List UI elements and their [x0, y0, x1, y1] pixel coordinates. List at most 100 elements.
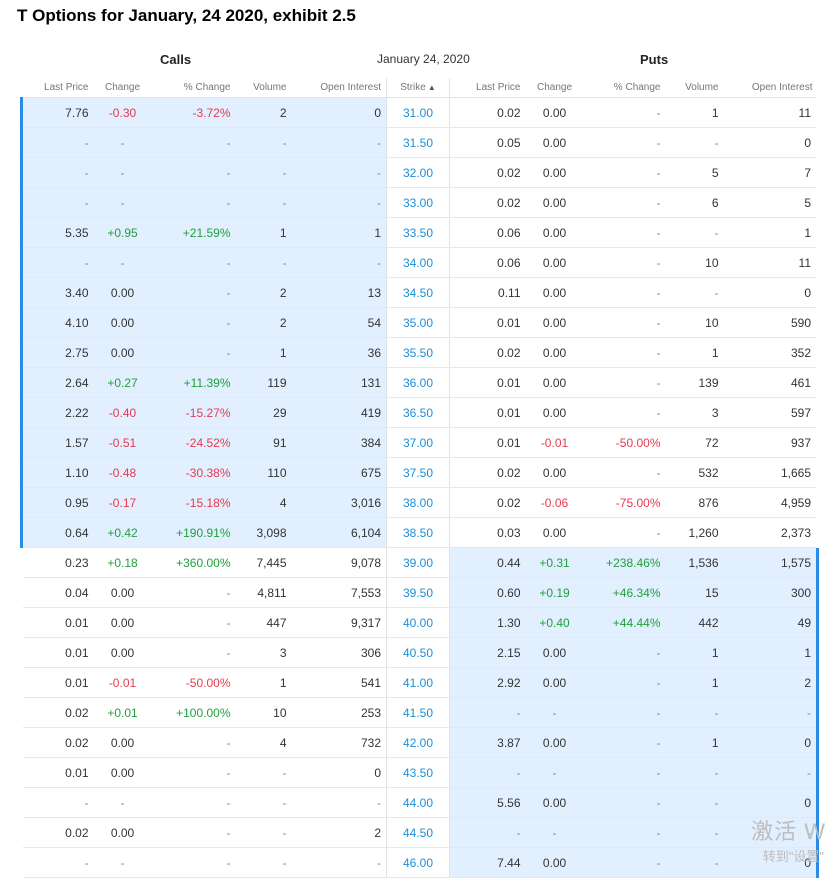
call-last-price[interactable]: 0.64	[20, 517, 94, 548]
put-last-price[interactable]: 7.44	[449, 847, 526, 878]
put-last-price[interactable]: 0.02	[449, 97, 526, 128]
strike-link[interactable]: 31.50	[386, 127, 450, 158]
call-last-price[interactable]: 0.01	[21, 757, 94, 788]
call-last-price[interactable]: 0.02	[21, 697, 94, 728]
strike-link[interactable]: 38.50	[386, 517, 450, 548]
put-volume: -	[665, 847, 724, 878]
call-last-price[interactable]: 1.10	[20, 457, 94, 488]
strike-link[interactable]: 46.00	[386, 847, 450, 878]
put-last-price[interactable]: 2.92	[449, 667, 526, 698]
put-pct-change: -	[583, 397, 666, 428]
put-last-price[interactable]: 2.15	[449, 637, 526, 668]
call-last-price[interactable]: 0.95	[20, 487, 94, 518]
put-last-price[interactable]: 0.44	[449, 547, 526, 578]
call-pct-change: -	[151, 787, 236, 818]
strike-link[interactable]: 36.00	[386, 367, 450, 398]
strike-link[interactable]: 34.00	[386, 247, 450, 278]
strike-link[interactable]: 32.00	[386, 157, 450, 188]
strike-link[interactable]: 44.00	[386, 787, 450, 818]
put-last-price[interactable]: -	[449, 757, 526, 788]
col-header-call-pct-change[interactable]: % Change	[151, 78, 236, 98]
col-header-call-last-price[interactable]: Last Price	[21, 78, 94, 98]
strike-link[interactable]: 41.00	[386, 667, 450, 698]
put-last-price[interactable]: -	[449, 817, 526, 848]
call-last-price[interactable]: 0.02	[21, 727, 94, 758]
strike-link[interactable]: 40.00	[386, 607, 450, 638]
put-last-price[interactable]: 0.01	[449, 427, 526, 458]
table-row: 1.57 -0.51 -24.52% 91 384 37.00 0.01 -0.01 -50.0…	[20, 427, 818, 458]
col-header-put-open-interest[interactable]: Open Interest	[723, 78, 818, 98]
strike-link[interactable]: 43.50	[386, 757, 450, 788]
put-last-price[interactable]: 0.60	[449, 577, 526, 608]
put-last-price[interactable]: 1.30	[449, 607, 526, 638]
strike-link[interactable]: 42.00	[386, 727, 450, 758]
call-last-price[interactable]: -	[20, 247, 94, 278]
col-header-call-change[interactable]: Change	[93, 78, 152, 98]
call-last-price[interactable]: 2.22	[20, 397, 94, 428]
strike-link[interactable]: 34.50	[386, 277, 450, 308]
strike-link[interactable]: 36.50	[386, 397, 450, 428]
put-change: +0.40	[525, 607, 584, 638]
strike-link[interactable]: 35.00	[386, 307, 450, 338]
strike-link[interactable]: 39.50	[386, 577, 450, 608]
expiration-date[interactable]: January 24, 2020	[377, 52, 470, 66]
strike-link[interactable]: 38.00	[386, 487, 450, 518]
put-last-price[interactable]: 0.02	[449, 337, 526, 368]
call-last-price[interactable]: 0.01	[21, 667, 94, 698]
col-header-call-open-interest[interactable]: Open Interest	[291, 78, 387, 98]
put-last-price[interactable]: 0.01	[449, 397, 526, 428]
strike-link[interactable]: 37.50	[386, 457, 450, 488]
call-last-price[interactable]: 0.02	[21, 817, 94, 848]
put-last-price[interactable]: 0.02	[449, 487, 526, 518]
strike-link[interactable]: 35.50	[386, 337, 450, 368]
call-last-price[interactable]: 2.75	[20, 337, 94, 368]
put-last-price[interactable]: -	[449, 697, 526, 728]
col-header-put-last-price[interactable]: Last Price	[449, 78, 526, 98]
put-last-price[interactable]: 0.06	[449, 217, 526, 248]
strike-link[interactable]: 40.50	[386, 637, 450, 668]
strike-link[interactable]: 33.50	[386, 217, 450, 248]
put-last-price[interactable]: 3.87	[449, 727, 526, 758]
call-open-interest: -	[291, 787, 387, 818]
call-last-price[interactable]: 2.64	[20, 367, 94, 398]
call-last-price[interactable]: 0.01	[21, 607, 94, 638]
call-last-price[interactable]: 5.35	[20, 217, 94, 248]
put-last-price[interactable]: 0.02	[449, 457, 526, 488]
put-last-price[interactable]: 0.01	[449, 367, 526, 398]
strike-link[interactable]: 33.00	[386, 187, 450, 218]
call-last-price[interactable]: -	[20, 127, 94, 158]
col-header-put-volume[interactable]: Volume	[665, 78, 724, 98]
strike-link[interactable]: 44.50	[386, 817, 450, 848]
col-header-put-pct-change[interactable]: % Change	[583, 78, 666, 98]
put-last-price[interactable]: 5.56	[449, 787, 526, 818]
put-change: 0.00	[525, 127, 584, 158]
call-last-price[interactable]: 3.40	[20, 277, 94, 308]
call-last-price[interactable]: -	[20, 187, 94, 218]
put-last-price[interactable]: 0.01	[449, 307, 526, 338]
put-last-price[interactable]: 0.03	[449, 517, 526, 548]
call-last-price[interactable]: -	[21, 847, 94, 878]
put-volume: 3	[665, 397, 724, 428]
col-header-put-change[interactable]: Change	[525, 78, 584, 98]
call-open-interest: 13	[291, 277, 387, 308]
put-last-price[interactable]: 0.02	[449, 157, 526, 188]
put-last-price[interactable]: 0.11	[449, 277, 526, 308]
strike-link[interactable]: 31.00	[386, 97, 450, 128]
strike-link[interactable]: 37.00	[386, 427, 450, 458]
col-header-strike[interactable]: Strike ▲	[386, 78, 450, 98]
call-last-price[interactable]: 0.23	[21, 547, 94, 578]
put-last-price[interactable]: 0.02	[449, 187, 526, 218]
call-last-price[interactable]: 4.10	[20, 307, 94, 338]
strike-link[interactable]: 39.00	[386, 547, 450, 578]
call-last-price[interactable]: 1.57	[20, 427, 94, 458]
strike-link[interactable]: 41.50	[386, 697, 450, 728]
table-row: 5.35 +0.95 +21.59% 1 1 33.50 0.06 0.00- -1	[20, 217, 818, 248]
call-last-price[interactable]: 0.01	[21, 637, 94, 668]
call-last-price[interactable]: -	[21, 787, 94, 818]
call-last-price[interactable]: -	[20, 157, 94, 188]
call-last-price[interactable]: 7.76	[20, 97, 94, 128]
put-last-price[interactable]: 0.06	[449, 247, 526, 278]
call-last-price[interactable]: 0.04	[21, 577, 94, 608]
put-last-price[interactable]: 0.05	[449, 127, 526, 158]
col-header-call-volume[interactable]: Volume	[235, 78, 292, 98]
